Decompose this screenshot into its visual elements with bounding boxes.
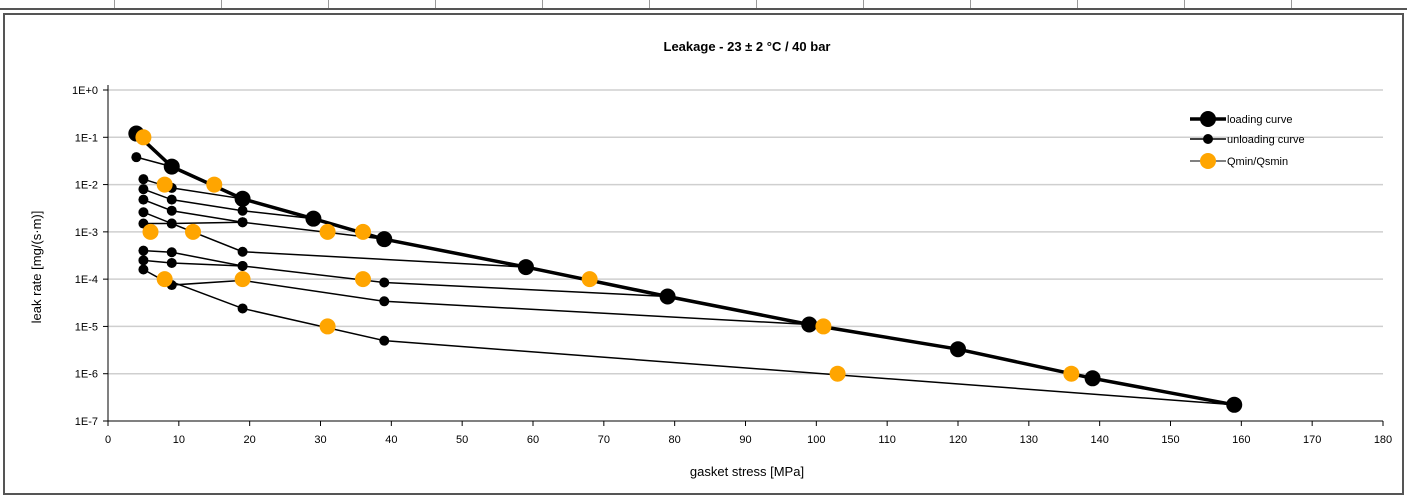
x-tick-labels: 0 10 20 30 40 50 60 70 80 90 100 110 120 130 140 150 160… (105, 434, 1392, 446)
x-tick-label: 130 (1020, 434, 1038, 446)
chart-title: Leakage - 23 ± 2 °C / 40 bar (664, 39, 831, 54)
x-axis-label: gasket stress [MPa] (690, 464, 804, 479)
unloading-curve-line (143, 198, 385, 240)
unloading-point (379, 296, 390, 307)
unloading-point (237, 303, 248, 314)
x-tick-label: 160 (1232, 434, 1250, 446)
x-tick-label: 180 (1374, 434, 1392, 446)
unloading-point (138, 174, 149, 185)
x-tick-label: 140 (1090, 434, 1108, 446)
qmin-point (135, 129, 152, 146)
loading-point (1226, 396, 1243, 413)
unloading-point (138, 245, 149, 256)
unloading-point (131, 152, 142, 163)
unloading-point (138, 194, 149, 205)
loading-point (659, 288, 676, 305)
qmin-point (156, 176, 173, 193)
y-tick-label: 1E-2 (75, 180, 98, 192)
top-table-strip (0, 0, 1407, 10)
loading-point (517, 259, 534, 276)
legend-loading-marker (1200, 111, 1216, 127)
x-tick-label: 10 (173, 434, 185, 446)
qmin-point (355, 271, 371, 288)
qmin-point (206, 176, 223, 193)
y-tick-label: 1E-6 (75, 369, 98, 381)
unloading-point (166, 205, 177, 216)
qmin-point (142, 223, 159, 240)
x-tick-label: 150 (1161, 434, 1179, 446)
qmin-point (1063, 365, 1080, 382)
x-tick-label: 0 (105, 434, 111, 446)
unloading-point (138, 207, 149, 218)
unloading-curve-line (143, 188, 314, 220)
loading-point (234, 190, 251, 207)
unloading-point (237, 246, 248, 257)
unloading-point (166, 257, 177, 268)
legend-qmin-marker (1200, 153, 1216, 169)
y-tick-label: 1E-5 (75, 321, 98, 333)
loading-point (163, 158, 180, 175)
y-tick-label: 1E-4 (75, 274, 98, 286)
y-tick-label: 1E-3 (75, 227, 98, 239)
y-tick-label: 1E+0 (72, 85, 98, 97)
unloading-point (237, 260, 248, 271)
unloading-curve-line (164, 278, 1235, 406)
unloading-point (166, 247, 177, 258)
y-tick-label: 1E-1 (75, 132, 98, 144)
legend-label: Qmin/Qsmin (1227, 156, 1288, 168)
unloading-point (237, 217, 248, 228)
x-tick-label: 60 (527, 434, 539, 446)
qmin-point (829, 365, 846, 382)
x-tick-label: 170 (1303, 434, 1321, 446)
y-axis-label: leak rate [mg/(s·m)] (29, 211, 44, 324)
grid-lines (108, 89, 1383, 375)
qmin-point (581, 271, 598, 288)
qmin-point (185, 223, 201, 240)
unloading-point (138, 184, 149, 195)
qmin-point (156, 271, 173, 288)
y-tick-label: 1E-7 (75, 416, 98, 428)
leakage-chart: Leakage - 23 ± 2 °C / 40 bar 0 10 20 30 40 50… (29, 39, 1392, 479)
x-tick-label: 70 (598, 434, 610, 446)
qmin-point (234, 271, 251, 288)
x-tick-label: 20 (244, 434, 256, 446)
qmin-point (355, 223, 371, 240)
x-tick-label: 110 (878, 434, 896, 446)
legend-unloading-marker (1203, 134, 1213, 144)
unloading-point (166, 218, 177, 229)
axes (103, 85, 1384, 426)
legend-label: unloading curve (1227, 134, 1305, 146)
chart-frame: Leakage - 23 ± 2 °C / 40 bar 0 10 20 30 40 50… (3, 13, 1404, 495)
loading-point (376, 231, 393, 248)
loading-point (305, 210, 322, 227)
x-tick-label: 90 (739, 434, 751, 446)
loading-point (801, 316, 818, 333)
unloading-point (138, 264, 149, 275)
unloading-point (379, 277, 390, 288)
x-tick-label: 120 (949, 434, 967, 446)
loading-point (950, 341, 966, 358)
x-tick-label: 50 (456, 434, 468, 446)
unloading-curve-line (143, 222, 526, 268)
series-layer (128, 125, 1243, 413)
loading-point (1084, 370, 1101, 387)
qmin-point (815, 318, 832, 335)
legend-label: loading curve (1227, 114, 1292, 126)
x-tick-label: 30 (314, 434, 326, 446)
qmin-point (319, 318, 336, 335)
x-tick-label: 100 (807, 434, 825, 446)
x-tick-label: 80 (669, 434, 681, 446)
unloading-point (379, 335, 390, 346)
x-tick-label: 40 (385, 434, 397, 446)
unloading-point (166, 194, 177, 205)
legend: loading curve unloading curve Qmin/Qsmin (1190, 111, 1305, 169)
unloading-point (237, 205, 248, 216)
unloading-point (138, 255, 149, 266)
qmin-point (319, 223, 336, 240)
y-tick-labels: 1E+0 1E-1 1E-2 1E-3 1E-4 1E-5 1E-6 1E-7 (72, 85, 98, 428)
